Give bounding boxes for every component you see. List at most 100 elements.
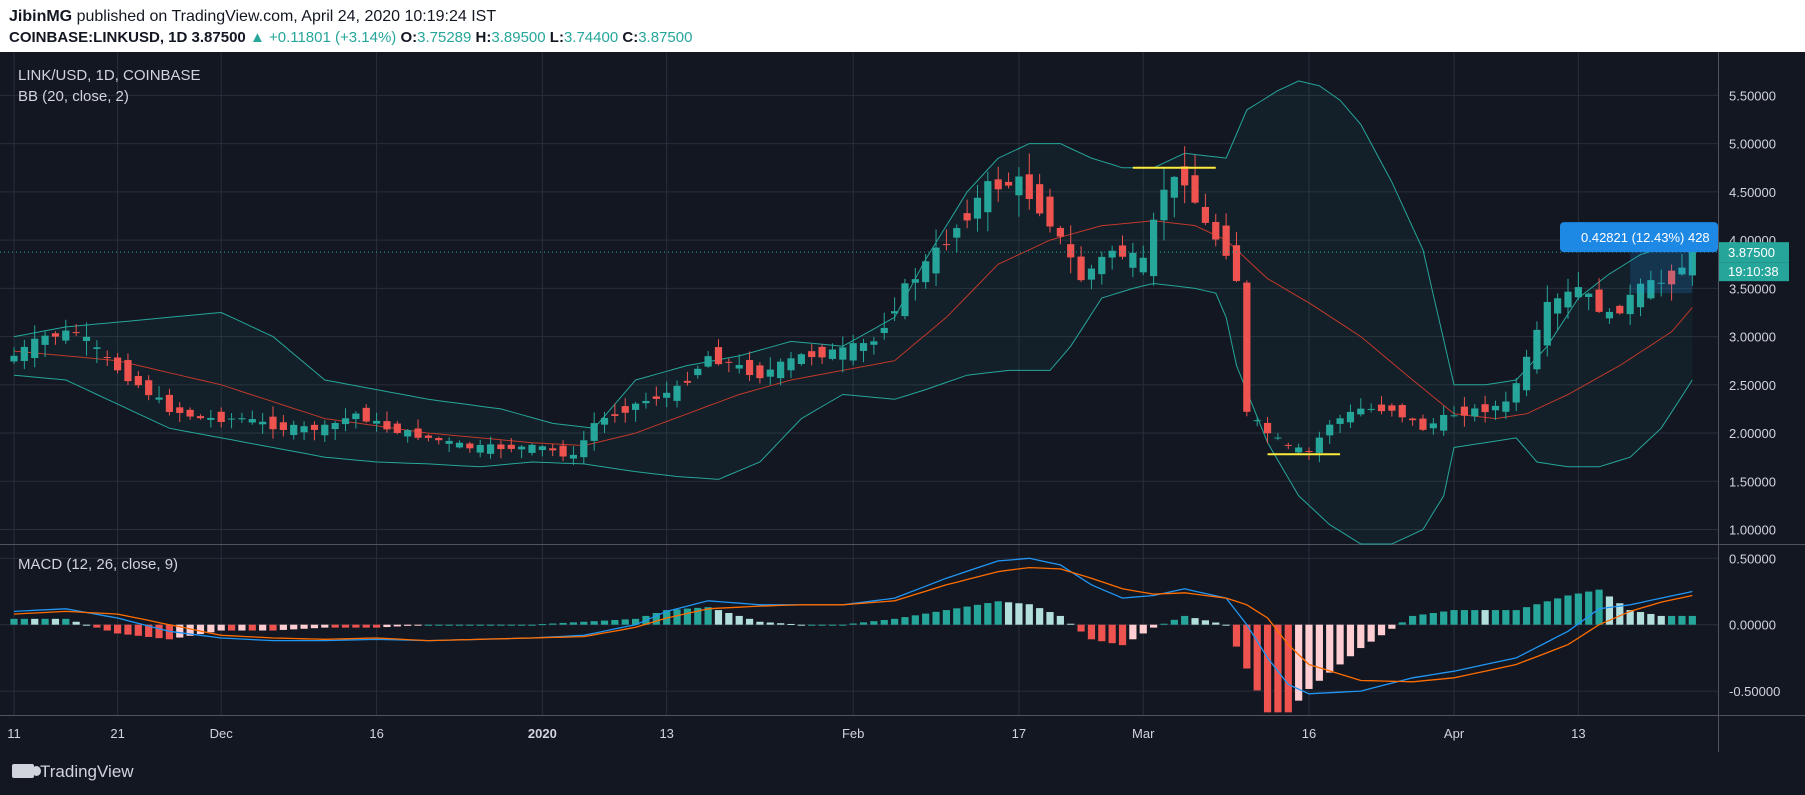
macd-histogram-bar [828, 624, 837, 626]
candle-body [1440, 414, 1448, 431]
price-tick-label: 1.00000 [1729, 523, 1776, 538]
candle-body [1616, 305, 1624, 314]
macd-histogram-bar [414, 624, 422, 626]
candle-body [1212, 221, 1220, 240]
macd-histogram-bar [1502, 610, 1510, 625]
candle-body [404, 430, 412, 437]
candle-body [859, 343, 868, 351]
macd-histogram-bar [404, 624, 412, 626]
macd-histogram-bar [373, 624, 381, 628]
price-tick-label: 4.50000 [1729, 185, 1776, 200]
macd-histogram-bar [1533, 604, 1541, 625]
macd-histogram-bar [1491, 610, 1500, 625]
macd-histogram-bar [455, 624, 464, 626]
candle-body [1678, 267, 1686, 275]
macd-histogram-bar [486, 624, 495, 626]
candle-body [1025, 174, 1033, 200]
candle-body [1605, 311, 1614, 319]
macd-histogram-bar [735, 615, 743, 625]
candle-body [1315, 437, 1323, 453]
candle-body [466, 443, 474, 449]
macd-histogram-bar [1046, 612, 1054, 625]
macd-histogram-bar [72, 621, 80, 625]
candle-body [1357, 408, 1365, 415]
candle-body [290, 424, 298, 436]
candle-body [1388, 405, 1396, 411]
candle-body [424, 435, 432, 438]
chart-area[interactable]: 0.42821 (12.43%) 428 1.00000 1.50000 2.0000… [0, 52, 1805, 752]
macd-histogram-bar [362, 624, 370, 628]
macd-histogram-bar [694, 607, 702, 625]
macd-histogram-bar [1595, 589, 1603, 625]
price-tick-label: 2.50000 [1729, 378, 1776, 393]
candle-body [745, 359, 754, 376]
price-tick-label: 1.50000 [1729, 474, 1776, 489]
macd-histogram-bar [1554, 598, 1562, 625]
macd-histogram-bar [1668, 615, 1676, 625]
candle-body [227, 418, 236, 420]
high-label: H: [475, 29, 492, 46]
time-tick-label: Apr [1444, 726, 1465, 741]
price-tick-label: 5.50000 [1729, 88, 1776, 103]
macd-histogram-bar [673, 609, 681, 625]
macd-histogram-bar [725, 613, 733, 625]
close-value: 3.87500 [638, 29, 693, 46]
candle-body [911, 279, 919, 283]
price-chart[interactable]: 0.42821 (12.43%) 428 1.00000 1.50000 2.0000… [0, 52, 1805, 752]
macd-histogram-bar [1326, 624, 1334, 673]
macd-histogram-bar [1688, 615, 1696, 625]
macd-histogram-bar [1616, 603, 1624, 625]
macd-histogram-bar [1377, 624, 1386, 636]
candle-body [1409, 418, 1417, 421]
macd-histogram-bar [145, 624, 153, 637]
macd-histogram-bar [1098, 624, 1106, 642]
macd-histogram-bar [1160, 623, 1168, 625]
candle-body [828, 349, 837, 359]
candle-body [518, 446, 526, 450]
author-name[interactable]: JibinMG [9, 8, 73, 25]
macd-histogram-bar [1118, 624, 1127, 646]
candle-body [186, 409, 194, 417]
candle-body [217, 411, 225, 422]
change-up-icon: ▲ [249, 29, 265, 46]
macd-histogram-bar [207, 624, 215, 633]
macd-histogram-bar [1419, 614, 1427, 625]
publish-header: JibinMG published on TradingView.com, Ap… [0, 0, 1805, 52]
time-tick-label: 17 [1012, 726, 1026, 741]
macd-histogram-bar [518, 624, 526, 626]
tradingview-logo[interactable]: TradingView [12, 762, 134, 782]
candle-body [1305, 451, 1313, 453]
candle-body [642, 400, 650, 404]
candle-body [735, 364, 743, 369]
candle-body [1585, 293, 1593, 298]
macd-histogram-bar [290, 624, 298, 630]
macd-histogram-bar [227, 624, 236, 631]
macd-histogram-bar [1315, 624, 1323, 681]
macd-tick-label: 0.00000 [1729, 618, 1776, 633]
candle-body [994, 179, 1002, 190]
candle-body [569, 454, 578, 459]
candle-body [787, 358, 795, 371]
macd-histogram-bar [849, 623, 857, 625]
candle-body [1564, 291, 1572, 308]
macd-histogram-bar [1036, 608, 1044, 625]
candle-body [756, 365, 764, 379]
candle-body [777, 361, 785, 379]
macd-histogram-bar [891, 618, 899, 625]
time-tick-label: Mar [1132, 726, 1155, 741]
macd-histogram-bar [321, 624, 329, 628]
candle-body [1471, 408, 1479, 417]
price-tick-label: 3.50000 [1729, 281, 1776, 296]
candle-body [1647, 280, 1655, 299]
macd-histogram-bar [1564, 595, 1572, 625]
time-tick-label: 21 [110, 726, 124, 741]
bb-basis-line [13, 220, 1693, 447]
candle-body [165, 394, 173, 412]
macd-histogram-bar [435, 624, 443, 626]
macd-histogram-bar [1647, 613, 1655, 625]
macd-histogram-bar [1295, 624, 1303, 701]
candle-body [1367, 408, 1375, 410]
candle-body [880, 327, 888, 333]
macd-histogram-bar [1015, 603, 1023, 625]
macd-histogram-bar [1429, 613, 1437, 625]
